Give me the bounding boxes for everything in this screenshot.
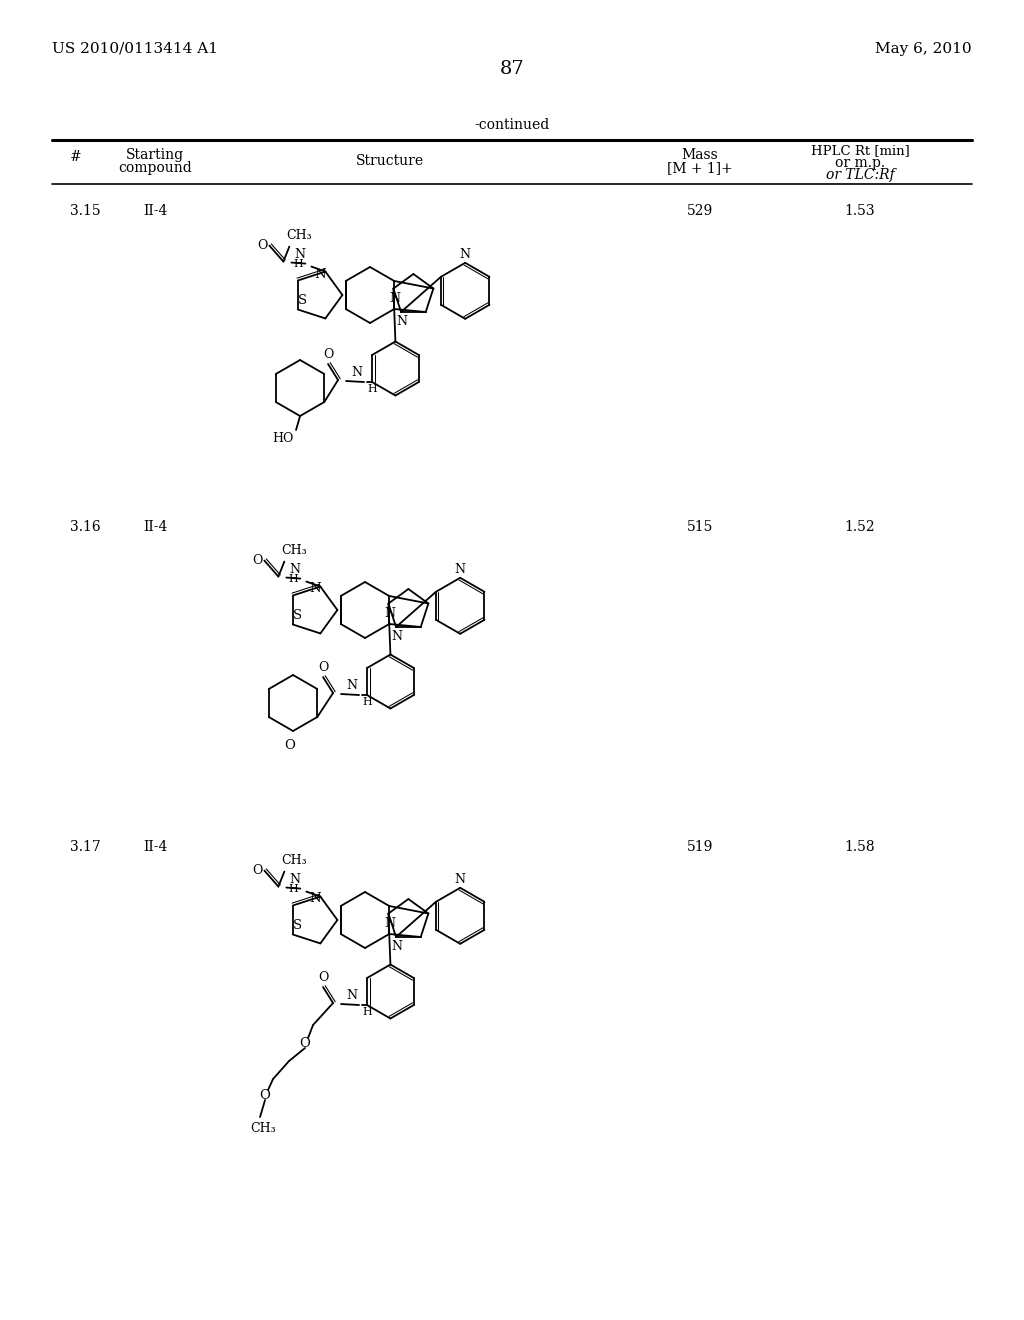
Text: H: H [294, 259, 303, 268]
Text: N: N [396, 315, 408, 327]
Text: N: N [455, 873, 466, 886]
Text: compound: compound [118, 161, 191, 176]
Text: S: S [293, 919, 302, 932]
Text: S: S [293, 609, 302, 622]
Text: May 6, 2010: May 6, 2010 [876, 42, 972, 55]
Text: 87: 87 [500, 59, 524, 78]
Text: H: H [362, 697, 372, 708]
Text: N: N [346, 989, 357, 1002]
Text: HPLC Rt [min]: HPLC Rt [min] [811, 144, 909, 157]
Text: O: O [260, 1089, 270, 1101]
Text: N: N [389, 292, 400, 305]
Text: 519: 519 [687, 840, 713, 854]
Text: O: O [252, 554, 262, 568]
Text: N: N [309, 582, 322, 595]
Text: N: N [384, 606, 395, 619]
Text: H: H [289, 574, 298, 583]
Text: H: H [367, 384, 377, 393]
Text: N: N [346, 678, 357, 692]
Text: Structure: Structure [356, 154, 424, 168]
Text: O: O [317, 972, 329, 983]
Text: N: N [384, 916, 395, 929]
Text: O: O [323, 348, 333, 360]
Text: or TLC:Rf: or TLC:Rf [825, 168, 894, 182]
Text: 3.17: 3.17 [70, 840, 100, 854]
Text: N: N [460, 248, 471, 261]
Text: O: O [317, 661, 329, 675]
Text: II-4: II-4 [142, 205, 167, 218]
Text: O: O [257, 239, 267, 252]
Text: N: N [294, 248, 305, 260]
Text: II-4: II-4 [142, 840, 167, 854]
Text: 1.53: 1.53 [845, 205, 876, 218]
Text: Mass: Mass [682, 148, 719, 162]
Text: Starting: Starting [126, 148, 184, 162]
Text: 1.52: 1.52 [845, 520, 876, 535]
Text: #: # [70, 150, 82, 164]
Text: H: H [289, 883, 298, 894]
Text: O: O [300, 1036, 310, 1049]
Text: H: H [362, 1007, 372, 1016]
Text: N: N [290, 873, 300, 886]
Text: or m.p.: or m.p. [835, 156, 885, 170]
Text: O: O [252, 865, 262, 876]
Text: CH₃: CH₃ [287, 228, 312, 242]
Text: N: N [309, 892, 322, 906]
Text: II-4: II-4 [142, 520, 167, 535]
Text: 3.16: 3.16 [70, 520, 100, 535]
Text: US 2010/0113414 A1: US 2010/0113414 A1 [52, 42, 218, 55]
Text: 515: 515 [687, 520, 713, 535]
Text: 1.58: 1.58 [845, 840, 876, 854]
Text: N: N [314, 268, 327, 281]
Text: -continued: -continued [474, 117, 550, 132]
Text: 529: 529 [687, 205, 713, 218]
Text: N: N [391, 630, 402, 643]
Text: CH₃: CH₃ [250, 1122, 275, 1135]
Text: CH₃: CH₃ [282, 544, 307, 557]
Text: 3.15: 3.15 [70, 205, 100, 218]
Text: S: S [298, 294, 307, 308]
Text: CH₃: CH₃ [282, 854, 307, 866]
Text: N: N [290, 562, 300, 576]
Text: N: N [455, 562, 466, 576]
Text: N: N [391, 940, 402, 953]
Text: N: N [351, 366, 362, 379]
Text: HO: HO [272, 432, 294, 445]
Text: O: O [285, 739, 296, 752]
Text: [M + 1]+: [M + 1]+ [667, 161, 733, 176]
